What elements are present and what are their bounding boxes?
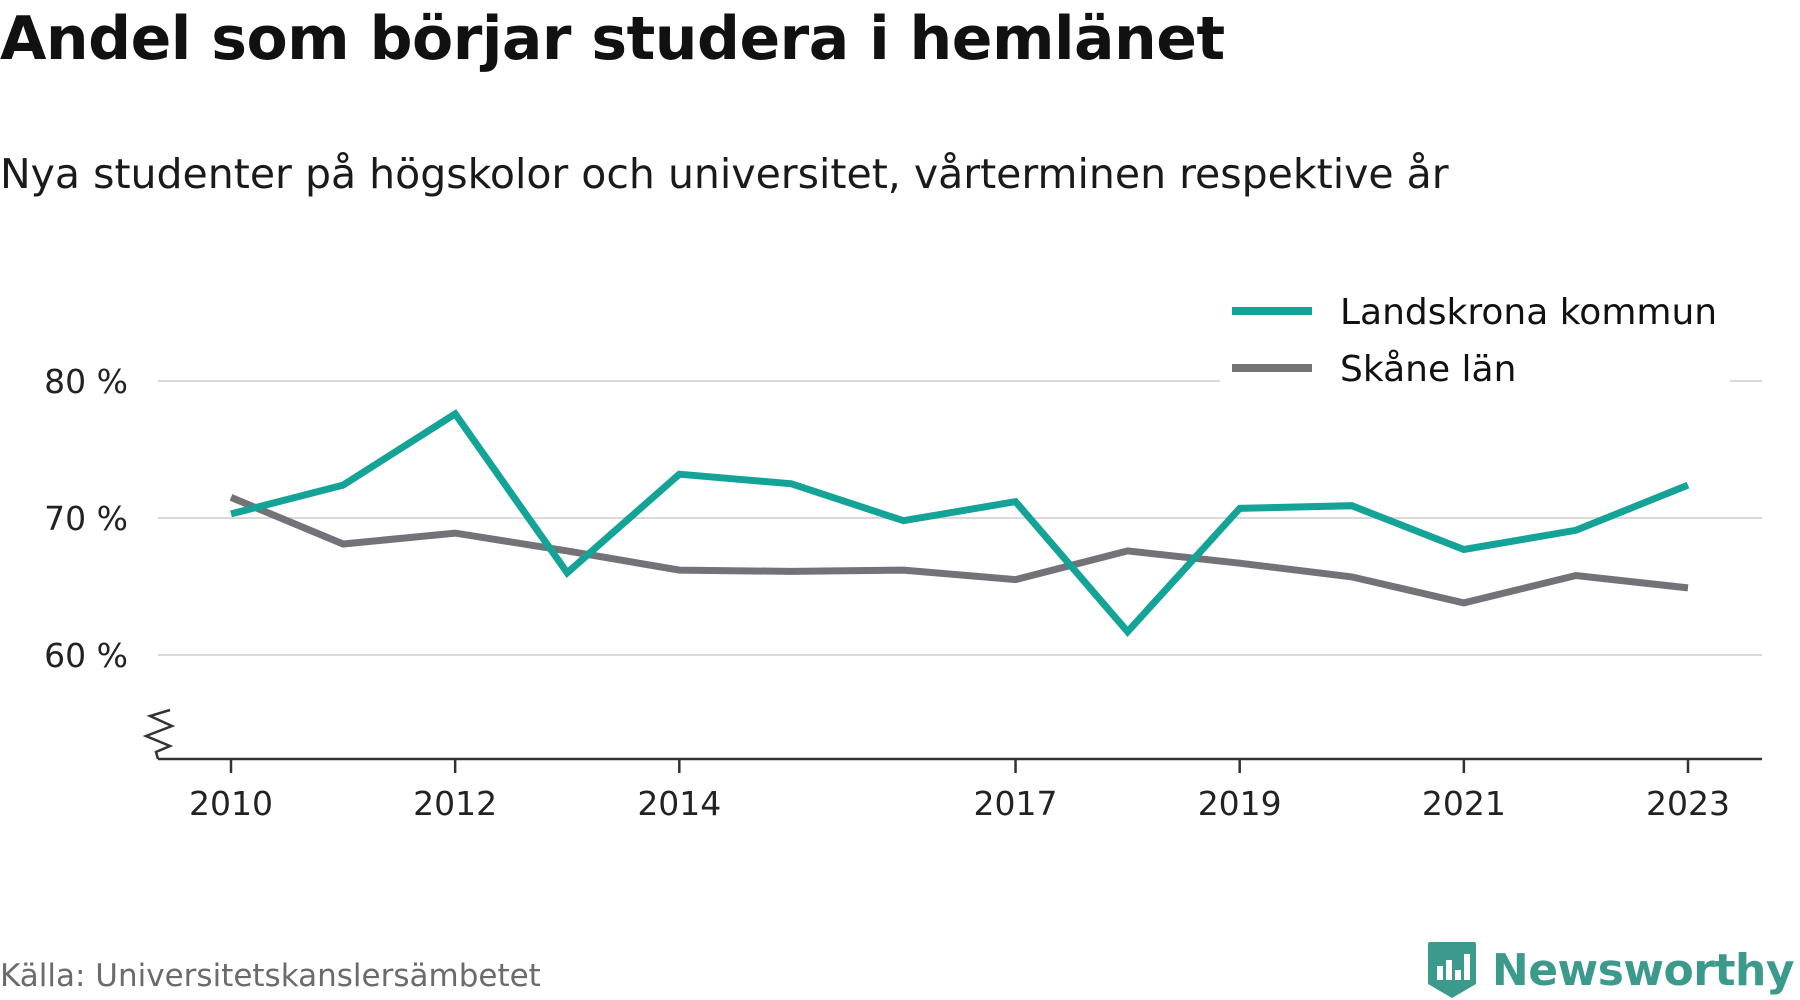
legend-background <box>1220 284 1730 396</box>
y-tick-label: 60 % <box>44 636 128 675</box>
x-tick-label: 2017 <box>974 784 1058 823</box>
legend: Landskrona kommun Skåne län <box>1220 284 1730 396</box>
series-line-landskrona <box>230 409 1690 637</box>
source-note: Källa: Universitetskanslersämbetet <box>0 958 541 994</box>
x-tick-label: 2023 <box>1646 784 1730 823</box>
series-line-skane <box>229 494 1689 607</box>
chart-subtitle: Nya studenter på högskolor och universit… <box>0 150 1449 198</box>
grid-layer <box>158 380 1762 656</box>
brand-name: Newsworthy <box>1491 944 1795 996</box>
axis-break-icon <box>142 708 176 760</box>
x-tick-label: 2014 <box>637 784 721 823</box>
x-tick-label: 2012 <box>413 784 497 823</box>
y-tick-label: 80 % <box>44 362 128 401</box>
newsworthy-icon <box>1427 942 1476 998</box>
series-layer <box>229 409 1690 637</box>
legend-label-skane: Skåne län <box>1340 349 1516 390</box>
x-tick-label: 2010 <box>189 784 273 823</box>
chart-title: Andel som börjar studera i hemlänet <box>0 4 1225 74</box>
y-tick-label: 70 % <box>44 499 128 538</box>
legend-label-landskrona: Landskrona kommun <box>1340 292 1717 333</box>
brand-logo: Newsworthy <box>1426 940 1795 1000</box>
x-tick-label: 2021 <box>1422 784 1506 823</box>
x-tick-label: 2019 <box>1198 784 1282 823</box>
axis-layer: 60 % 70 % 80 % 2010 2012 2014 2017 2019 2021 2023 <box>44 362 1762 823</box>
